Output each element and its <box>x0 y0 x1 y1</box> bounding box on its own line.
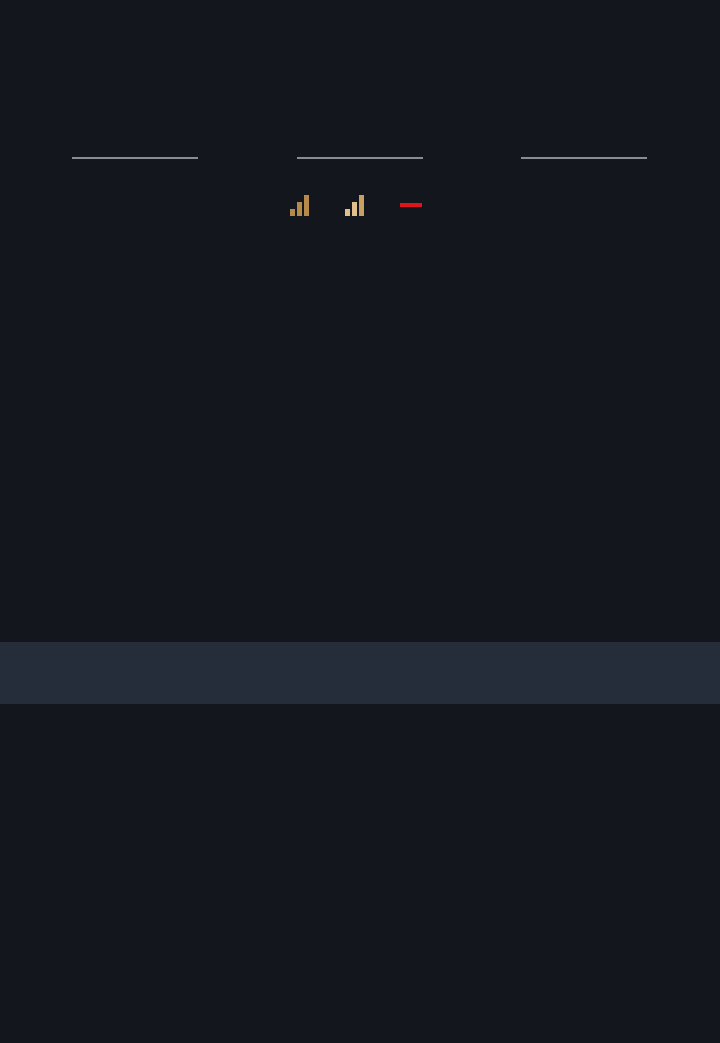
table-header <box>0 642 720 704</box>
chart-legend <box>0 194 720 216</box>
summary-stats <box>0 0 720 170</box>
line-icon <box>400 203 422 207</box>
divider <box>521 157 647 159</box>
dividend-chart <box>0 236 720 626</box>
divider <box>72 157 198 159</box>
legend-stock-dividend[interactable] <box>345 194 368 216</box>
legend-avg-yield[interactable] <box>400 194 430 216</box>
bar-chart-icon <box>290 194 309 216</box>
divider <box>297 157 423 159</box>
legend-cash-dividend[interactable] <box>290 194 313 216</box>
bar-chart-icon <box>345 194 364 216</box>
dividend-table <box>0 642 720 704</box>
